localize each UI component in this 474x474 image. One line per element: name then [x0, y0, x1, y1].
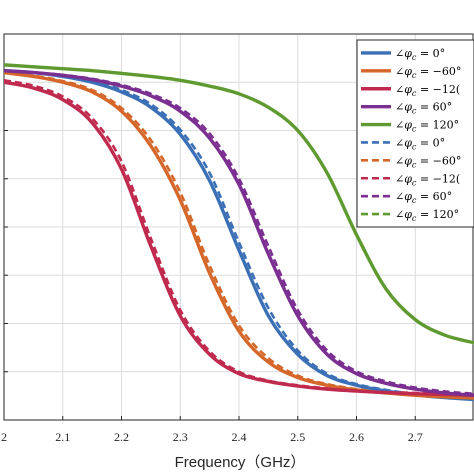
x-tick-label: 2.2 [114, 430, 129, 444]
legend-entry-label-7: ∠φc = −12( [395, 172, 460, 187]
x-tick-label: 2.7 [408, 430, 423, 444]
legend-entry-label-8: ∠φc = 60° [395, 190, 452, 205]
series-line-solid-2 [4, 80, 474, 397]
x-tick-label: 2 [1, 430, 7, 444]
legend-entry-label-4: ∠φc = 120° [395, 119, 459, 134]
legend-entry-label-9: ∠φc = 120° [395, 208, 459, 223]
grid-lines [3, 34, 474, 420]
x-tick-label: 2.4 [232, 430, 247, 444]
legend: ∠φc = 0° ∠φc = −60° ∠φc = −12( ∠φc = 60° ∠φc… [356, 39, 474, 228]
x-tick-label: 2.5 [290, 430, 305, 444]
legend-entry-label-6: ∠φc = −60° [395, 154, 461, 169]
y-axis-ticks [4, 81, 8, 373]
legend-entry-label-3: ∠φc = 60° [395, 101, 452, 116]
legend-entry-label-2: ∠φc = −12( [395, 83, 460, 98]
x-tick-label: 2.6 [349, 430, 364, 444]
series-layer [4, 63, 474, 402]
legend-entry-label-1: ∠φc = −60° [395, 65, 461, 80]
legend-entry-label-0: ∠φc = 0° [395, 47, 445, 62]
series-line-solid-3 [4, 68, 474, 397]
x-axis-title: Frequency（GHz） [175, 454, 306, 471]
series-line-solid-4 [4, 63, 474, 345]
x-axis-ticks: 2 2.1 2.2 2.3 2.4 2.5 2.6 2.7 [1, 416, 423, 444]
x-tick-label: 2.3 [173, 430, 188, 444]
x-tick-label: 2.1 [55, 430, 70, 444]
legend-entry-label-5: ∠φc = 0° [395, 136, 445, 151]
